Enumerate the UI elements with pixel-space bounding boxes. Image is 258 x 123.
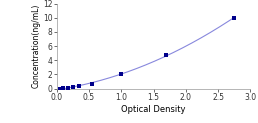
X-axis label: Optical Density: Optical Density [121, 105, 186, 114]
Y-axis label: Concentration(ng/mL): Concentration(ng/mL) [31, 4, 40, 88]
